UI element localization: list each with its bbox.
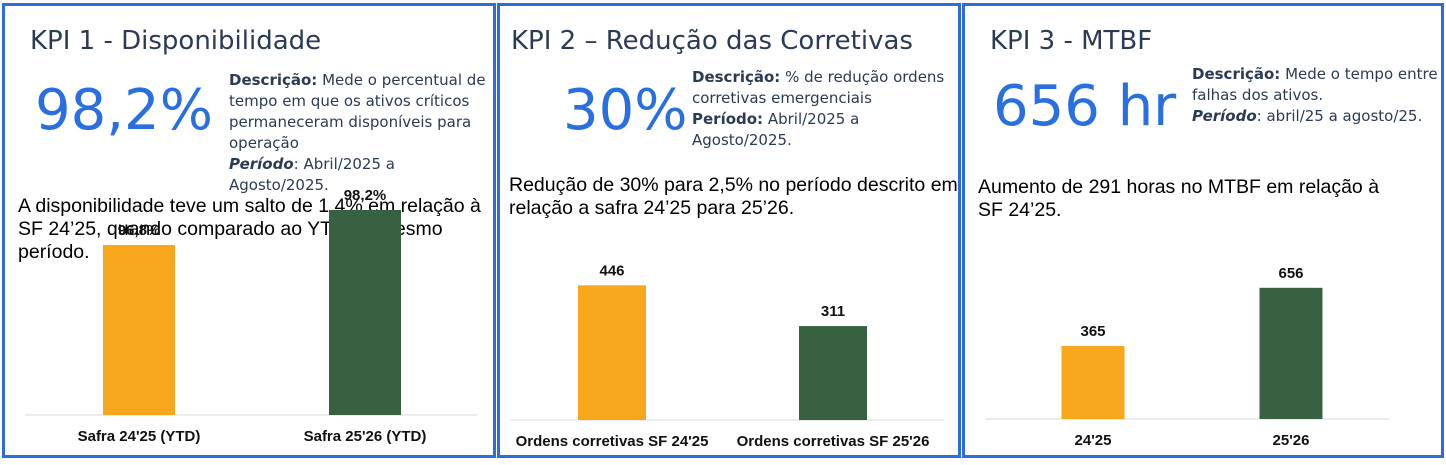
kpi-title: KPI 2 – Redução das Corretivas — [511, 26, 913, 56]
kpi-description: Descrição: Mede o tempo entre falhas dos… — [1192, 64, 1441, 127]
description-label: Descrição: — [229, 71, 318, 89]
category-label: Safra 25'26 (YTD) — [304, 428, 427, 445]
kpi-description: Descrição: % de redução ordens corretiva… — [692, 67, 957, 151]
bar — [329, 210, 401, 415]
kpi-summary: A disponibilidade teve um salto de 1,4% … — [18, 195, 481, 263]
kpi-value: 98,2% — [35, 78, 213, 143]
kpi-panel-mtbf: KPI 3 - MTBF 656 hr Descrição: Mede o te… — [962, 3, 1444, 458]
bar-chart-corrective-orders: 446 Ordens corretivas SF 24'25 311 Ordens c… — [510, 262, 944, 450]
bar-chart-mtbf: 365 24'25 656 25'26 — [985, 265, 1389, 449]
bar-chart-availability: 96,8% Safra 24'25 (YTD) 98,2% Safra 25'26 (… — [25, 187, 477, 445]
bar-value-label: 656 — [1278, 265, 1303, 282]
description-text: Mede o tempo entre falhas dos ativos. — [1192, 65, 1438, 104]
kpi-summary: Aumento de 291 horas no MTBF em relação … — [978, 176, 1380, 221]
bar-value-label: 96,8% — [118, 222, 161, 239]
kpi-title: KPI 3 - MTBF — [990, 26, 1153, 56]
bar-value-label: 446 — [599, 262, 624, 279]
period-label: Período: — [692, 110, 764, 128]
kpi-value: 30% — [563, 78, 688, 143]
kpi-value: 656 hr — [993, 74, 1177, 139]
description-label: Descrição: — [692, 68, 781, 86]
bar-value-label: 98,2% — [344, 187, 387, 204]
bar — [103, 245, 175, 415]
bar — [1061, 346, 1125, 419]
period-text: Abril/2025 a Agosto/2025. — [692, 110, 860, 149]
period-text: : abril/25 a agosto/25. — [1256, 107, 1423, 125]
bar — [799, 326, 867, 420]
kpi-title: KPI 1 - Disponibilidade — [30, 26, 322, 56]
description-text: % de redução ordens corretivas emergenci… — [692, 68, 945, 107]
category-label: 25'26 — [1273, 432, 1310, 449]
kpi-panel-availability: KPI 1 - Disponibilidade 98,2% Descrição:… — [2, 3, 496, 458]
category-label: Ordens corretivas SF 25'26 — [737, 433, 930, 450]
period-label: Período — [1192, 107, 1257, 125]
kpi-summary: Redução de 30% para 2,5% no período desc… — [509, 174, 958, 219]
description-label: Descrição: — [1192, 65, 1281, 83]
bar-value-label: 365 — [1080, 323, 1105, 340]
category-label: Ordens corretivas SF 24'25 — [516, 433, 709, 450]
kpi-panel-corrective-reduction: KPI 2 – Redução das Corretivas 30% Descr… — [497, 3, 961, 458]
bar — [578, 285, 646, 420]
bar — [1259, 287, 1323, 419]
bar-value-label: 311 — [821, 303, 845, 320]
kpi-description: Descrição: Mede o percentual de tempo em… — [229, 70, 493, 196]
category-label: 24'25 — [1075, 432, 1112, 449]
category-label: Safra 24'25 (YTD) — [78, 428, 201, 445]
period-text: : Abril/2025 a Agosto/2025. — [229, 155, 395, 194]
description-text: Mede o percentual de tempo em que os ati… — [229, 71, 486, 152]
period-label: Período — [229, 155, 294, 173]
